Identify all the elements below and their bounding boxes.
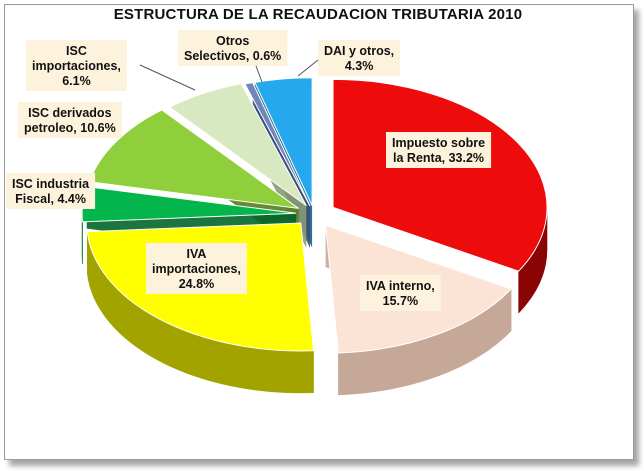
data-label-text: 4.3% <box>345 59 374 73</box>
data-label-text: Fiscal, 4.4% <box>15 192 86 206</box>
data-label-box <box>26 40 127 91</box>
data-label-text: IVA <box>187 247 207 261</box>
pie-slice-impuesto-sobre-la-renta[interactable] <box>332 78 548 272</box>
data-label-text: ISC derivados <box>28 106 111 120</box>
pie-slice-otros-selectivos[interactable] <box>244 82 311 207</box>
data-label-text: ISC <box>66 44 87 58</box>
data-label-text: importaciones, <box>152 262 241 276</box>
pie-slice-isc-importaciones[interactable] <box>168 83 307 207</box>
data-label-text: la Renta, 33.2% <box>393 151 484 165</box>
data-label-box <box>386 132 492 168</box>
data-label-text: IVA interno, <box>366 279 435 293</box>
pie-slice-dai-y-otros[interactable] <box>254 77 313 206</box>
leader-line-1 <box>255 65 263 83</box>
leader-line-2 <box>297 59 319 77</box>
data-label-text: 15.7% <box>383 294 418 308</box>
chart-title: ESTRUCTURA DE LA RECAUDACION TRIBUTARIA … <box>113 6 523 23</box>
leader-line-0 <box>139 64 196 91</box>
data-label-7: DAI y otros,4.3% <box>318 40 401 76</box>
data-label-box <box>318 40 401 76</box>
data-label-box <box>360 275 441 311</box>
data-label-box <box>146 243 247 294</box>
data-label-text: Impuesto sobre <box>392 136 485 150</box>
data-label-1: IVA interno,15.7% <box>360 275 441 311</box>
data-label-text: 6.1% <box>62 74 91 88</box>
data-label-text: DAI y otros, <box>324 44 394 58</box>
data-label-text: importaciones, <box>32 59 121 73</box>
data-label-text: ISC industria <box>12 177 90 191</box>
data-label-text: petroleo, 10.6% <box>24 121 116 135</box>
data-label-box <box>6 173 96 209</box>
data-label-text: Selectivos, 0.6% <box>184 49 281 63</box>
data-label-text: Otros <box>216 34 249 48</box>
data-label-box <box>18 102 122 138</box>
data-label-text: 24.8% <box>179 277 214 291</box>
data-label-box <box>178 30 288 66</box>
